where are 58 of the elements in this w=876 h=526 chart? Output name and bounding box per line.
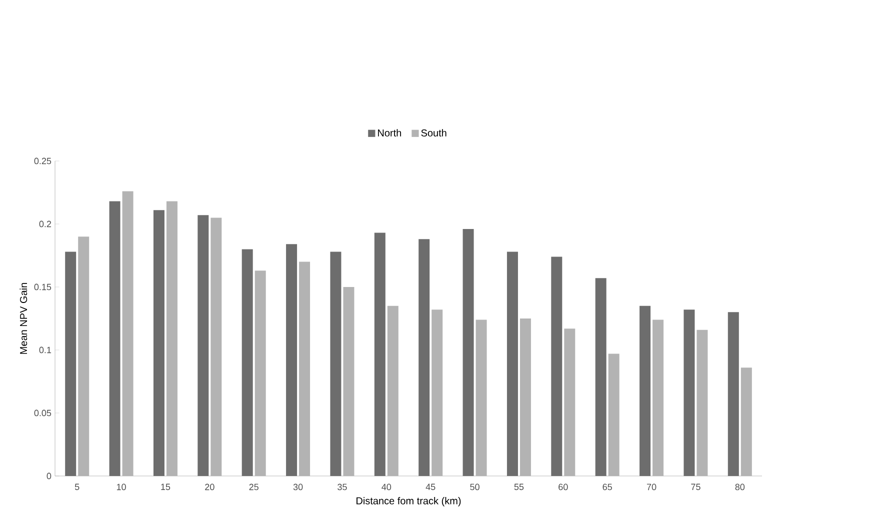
bar [374, 232, 386, 476]
bar [740, 368, 752, 476]
x-tick-label: 35 [338, 484, 347, 490]
bar [476, 320, 487, 476]
x-tick-label: 50 [470, 484, 480, 490]
bar [330, 252, 342, 476]
x-tick-label: 5 [74, 484, 80, 490]
x-tick-label: 80 [735, 484, 745, 490]
bar [254, 270, 266, 476]
y-tick-label: 0.25 [34, 158, 52, 164]
x-tick-label: 15 [161, 484, 170, 490]
bar [506, 252, 518, 476]
bar [564, 328, 576, 476]
x-tick-label: 70 [646, 484, 656, 490]
y-axis-title: Mean NPV Gain [20, 283, 28, 354]
x-tick-label: 60 [558, 484, 568, 490]
x-tick-label: 40 [382, 484, 392, 490]
x-tick-label: 25 [249, 484, 258, 490]
bar [696, 330, 708, 476]
bar [122, 191, 134, 476]
bar [153, 210, 164, 476]
bar [551, 256, 562, 476]
y-tick-label: 0.1 [39, 346, 52, 354]
bar [299, 262, 310, 476]
y-tick-label: 0 [46, 472, 52, 480]
x-tick-label: 65 [602, 484, 612, 490]
bar [65, 252, 76, 476]
bar [210, 218, 222, 476]
bar [198, 215, 209, 476]
bar [608, 354, 620, 476]
bar [286, 244, 298, 476]
bar [520, 318, 531, 476]
bar [387, 306, 398, 476]
legend-label: North [378, 129, 402, 136]
y-tick-label: 0.15 [34, 284, 52, 290]
x-axis-title: Distance fom track (km) [356, 497, 461, 506]
bar [166, 201, 178, 476]
bar [728, 312, 739, 476]
x-tick-label: 75 [691, 484, 700, 490]
x-tick-label: 10 [116, 484, 126, 490]
bar [109, 201, 120, 476]
bar [242, 249, 253, 476]
bar [343, 286, 354, 476]
bar [462, 229, 474, 476]
x-tick-label: 30 [293, 484, 303, 490]
bar [595, 278, 606, 476]
bar [432, 310, 443, 476]
y-tick-label: 0.05 [34, 410, 52, 416]
bar [418, 239, 430, 476]
x-tick-label: 20 [205, 484, 214, 490]
legend-label: South [421, 129, 446, 136]
bar [78, 236, 90, 476]
bar [684, 310, 695, 476]
bar [652, 320, 664, 476]
x-tick-label: 55 [514, 484, 524, 490]
bar [640, 306, 651, 476]
y-tick-label: 0.2 [39, 220, 52, 228]
x-tick-label: 45 [426, 484, 436, 490]
